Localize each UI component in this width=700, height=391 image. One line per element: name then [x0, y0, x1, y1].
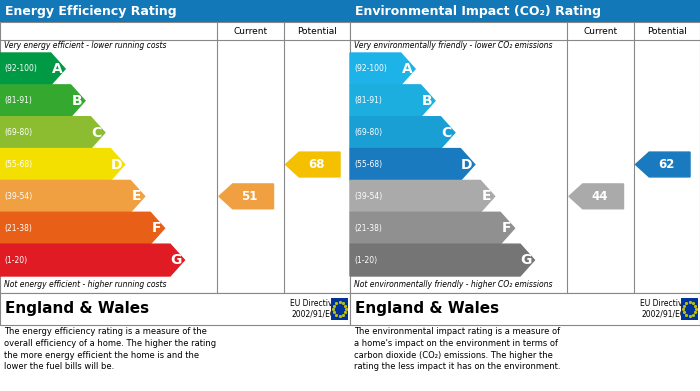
Text: Very energy efficient - lower running costs: Very energy efficient - lower running co… [4, 41, 167, 50]
Polygon shape [0, 53, 65, 85]
Text: Current: Current [583, 27, 617, 36]
Polygon shape [0, 149, 125, 180]
Text: 62: 62 [658, 158, 674, 171]
Text: (55-68): (55-68) [4, 160, 32, 169]
Text: D: D [461, 158, 473, 172]
Text: EU Directive
2002/91/EC: EU Directive 2002/91/EC [640, 299, 687, 319]
Polygon shape [350, 244, 535, 276]
Text: (92-100): (92-100) [354, 65, 387, 74]
Text: F: F [502, 221, 511, 235]
Text: 44: 44 [592, 190, 608, 203]
Text: (39-54): (39-54) [4, 192, 32, 201]
Text: Potential: Potential [297, 27, 337, 36]
Text: England & Wales: England & Wales [5, 301, 149, 316]
Text: B: B [421, 94, 432, 108]
Text: Not energy efficient - higher running costs: Not energy efficient - higher running co… [4, 280, 167, 289]
Text: E: E [482, 189, 491, 203]
Text: (21-38): (21-38) [354, 224, 382, 233]
Polygon shape [0, 180, 145, 212]
Bar [0, 22, 350, 293]
Text: (69-80): (69-80) [354, 128, 382, 137]
Text: (81-91): (81-91) [4, 96, 32, 105]
Text: C: C [442, 126, 452, 140]
Text: (1-20): (1-20) [4, 256, 27, 265]
Text: (21-38): (21-38) [4, 224, 32, 233]
Bar [331, 298, 348, 320]
Bar [681, 298, 698, 320]
Text: The environmental impact rating is a measure of
a home's impact on the environme: The environmental impact rating is a mea… [354, 327, 561, 371]
Text: (1-20): (1-20) [354, 256, 377, 265]
Text: A: A [402, 62, 412, 76]
Polygon shape [350, 85, 435, 117]
Polygon shape [286, 152, 340, 177]
Text: Very environmentally friendly - lower CO₂ emissions: Very environmentally friendly - lower CO… [354, 41, 552, 50]
Text: C: C [92, 126, 102, 140]
Polygon shape [350, 212, 514, 244]
Text: G: G [171, 253, 182, 267]
Text: Not environmentally friendly - higher CO₂ emissions: Not environmentally friendly - higher CO… [354, 280, 552, 289]
Polygon shape [350, 180, 495, 212]
Text: D: D [111, 158, 122, 172]
Polygon shape [219, 184, 274, 209]
Text: 51: 51 [241, 190, 258, 203]
Text: (81-91): (81-91) [354, 96, 382, 105]
Text: (92-100): (92-100) [4, 65, 37, 74]
Text: The energy efficiency rating is a measure of the
overall efficiency of a home. T: The energy efficiency rating is a measur… [4, 327, 216, 371]
Bar [0, 0, 350, 22]
Text: (69-80): (69-80) [4, 128, 32, 137]
Bar [350, 0, 700, 22]
Polygon shape [0, 85, 85, 117]
Polygon shape [569, 184, 624, 209]
Text: Environmental Impact (CO₂) Rating: Environmental Impact (CO₂) Rating [355, 5, 601, 18]
Polygon shape [0, 212, 164, 244]
Text: England & Wales: England & Wales [355, 301, 499, 316]
Bar [0, 293, 350, 325]
Text: Current: Current [233, 27, 267, 36]
Text: Energy Efficiency Rating: Energy Efficiency Rating [5, 5, 176, 18]
Text: Potential: Potential [647, 27, 687, 36]
Text: F: F [152, 221, 161, 235]
Bar [350, 293, 700, 325]
Polygon shape [0, 244, 185, 276]
Text: E: E [132, 189, 141, 203]
Text: 68: 68 [308, 158, 324, 171]
Polygon shape [636, 152, 690, 177]
Bar [350, 22, 700, 293]
Text: A: A [52, 62, 62, 76]
Polygon shape [0, 117, 105, 149]
Text: (39-54): (39-54) [354, 192, 382, 201]
Text: (55-68): (55-68) [354, 160, 382, 169]
Polygon shape [350, 149, 475, 180]
Polygon shape [350, 53, 415, 85]
Text: G: G [521, 253, 532, 267]
Text: B: B [71, 94, 82, 108]
Text: EU Directive
2002/91/EC: EU Directive 2002/91/EC [290, 299, 337, 319]
Polygon shape [350, 117, 455, 149]
